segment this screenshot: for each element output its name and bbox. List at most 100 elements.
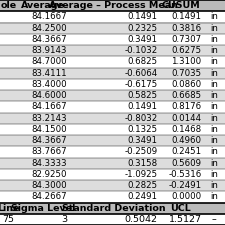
Bar (0, 34, 225, 45)
Text: 0.3491: 0.3491 (128, 136, 158, 145)
Text: 0.1491: 0.1491 (128, 12, 158, 21)
Bar (0, 169, 225, 180)
Bar (0, 191, 225, 202)
Text: Sigma Level: Sigma Level (11, 204, 75, 213)
Text: 84.3333: 84.3333 (32, 159, 67, 168)
Bar (0, 124, 225, 135)
Text: 83.2143: 83.2143 (32, 114, 67, 123)
Bar (0, 146, 225, 158)
Text: in: in (210, 12, 218, 21)
Text: in: in (210, 46, 218, 55)
Text: 0.6685: 0.6685 (171, 91, 202, 100)
Text: Line: Line (0, 204, 20, 213)
Text: in: in (210, 57, 218, 66)
Text: 0.2451: 0.2451 (171, 147, 202, 156)
Text: 84.1667: 84.1667 (32, 12, 67, 21)
Text: ole: ole (0, 1, 17, 10)
Text: 0.3158: 0.3158 (128, 159, 158, 168)
Bar (0, 56, 225, 68)
Bar (0, 90, 225, 101)
Text: -1.0925: -1.0925 (124, 170, 158, 179)
Text: 0.1468: 0.1468 (171, 125, 202, 134)
Text: 84.3667: 84.3667 (32, 136, 67, 145)
Text: 0.1491: 0.1491 (128, 102, 158, 111)
Text: -0.5316: -0.5316 (168, 170, 202, 179)
Text: 83.9143: 83.9143 (32, 46, 67, 55)
Text: in: in (210, 125, 218, 134)
Text: 83.4111: 83.4111 (32, 69, 67, 78)
Text: in: in (210, 114, 218, 123)
Text: 84.6000: 84.6000 (32, 91, 67, 100)
Text: in: in (210, 136, 218, 145)
Text: 0.0000: 0.0000 (171, 192, 202, 201)
Text: 0.7035: 0.7035 (171, 69, 202, 78)
Text: 83.7667: 83.7667 (32, 147, 67, 156)
Text: 0.2325: 0.2325 (128, 24, 158, 33)
Bar (0, 135, 225, 146)
Text: 0.7307: 0.7307 (171, 35, 202, 44)
Text: 84.7000: 84.7000 (32, 57, 67, 66)
Text: 83.4000: 83.4000 (32, 80, 67, 89)
Bar (0, 112, 225, 124)
Bar (0, 202, 225, 214)
Text: 0.5825: 0.5825 (128, 91, 158, 100)
Text: in: in (210, 181, 218, 190)
Text: 0.0144: 0.0144 (171, 114, 202, 123)
Bar (0, 22, 225, 34)
Bar (0, 214, 225, 225)
Text: 84.3667: 84.3667 (32, 35, 67, 44)
Text: -0.2509: -0.2509 (124, 147, 158, 156)
Bar (0, 79, 225, 90)
Text: 0.3491: 0.3491 (128, 35, 158, 44)
Text: 84.2500: 84.2500 (32, 24, 67, 33)
Text: 0.8176: 0.8176 (171, 102, 202, 111)
Bar (0, 180, 225, 191)
Bar (0, 158, 225, 169)
Bar (0, 11, 225, 22)
Text: 84.1500: 84.1500 (32, 125, 67, 134)
Text: 0.2825: 0.2825 (128, 181, 158, 190)
Text: -0.6175: -0.6175 (124, 80, 158, 89)
Text: 0.6275: 0.6275 (171, 46, 202, 55)
Text: Average – Process Mean: Average – Process Mean (49, 1, 178, 10)
Text: Average: Average (21, 1, 65, 10)
Text: in: in (210, 102, 218, 111)
Text: 84.1667: 84.1667 (32, 102, 67, 111)
Text: 82.9250: 82.9250 (32, 170, 67, 179)
Text: 0.5609: 0.5609 (172, 159, 202, 168)
Text: -0.1032: -0.1032 (124, 46, 158, 55)
Text: 84.3000: 84.3000 (32, 181, 67, 190)
Bar (0, 101, 225, 112)
Text: -0.6064: -0.6064 (124, 69, 158, 78)
Text: in: in (210, 192, 218, 201)
Text: 0.6825: 0.6825 (128, 57, 158, 66)
Text: in: in (210, 159, 218, 168)
Text: 0.3816: 0.3816 (171, 24, 202, 33)
Text: 3: 3 (61, 215, 67, 224)
Text: in: in (210, 69, 218, 78)
Text: 75: 75 (2, 215, 15, 224)
Text: in: in (210, 35, 218, 44)
Text: in: in (210, 147, 218, 156)
Text: 0.4960: 0.4960 (172, 136, 202, 145)
Text: 1.5127: 1.5127 (169, 215, 202, 224)
Bar (0, 68, 225, 79)
Text: 0.1491: 0.1491 (172, 12, 202, 21)
Text: UCL: UCL (171, 204, 191, 213)
Text: in: in (210, 80, 218, 89)
Text: 0.1325: 0.1325 (128, 125, 158, 134)
Bar (0, 0, 225, 11)
Text: 84.2667: 84.2667 (32, 192, 67, 201)
Text: –: – (212, 215, 216, 224)
Text: in: in (210, 170, 218, 179)
Text: 0.5042: 0.5042 (125, 215, 158, 224)
Text: 1.3100: 1.3100 (171, 57, 202, 66)
Text: 0.2491: 0.2491 (128, 192, 158, 201)
Text: -0.8032: -0.8032 (124, 114, 158, 123)
Text: 0.0860: 0.0860 (171, 80, 202, 89)
Bar (0, 45, 225, 56)
Text: -0.2491: -0.2491 (169, 181, 202, 190)
Text: in: in (210, 24, 218, 33)
Text: in: in (210, 91, 218, 100)
Text: Standard Deviation: Standard Deviation (62, 204, 166, 213)
